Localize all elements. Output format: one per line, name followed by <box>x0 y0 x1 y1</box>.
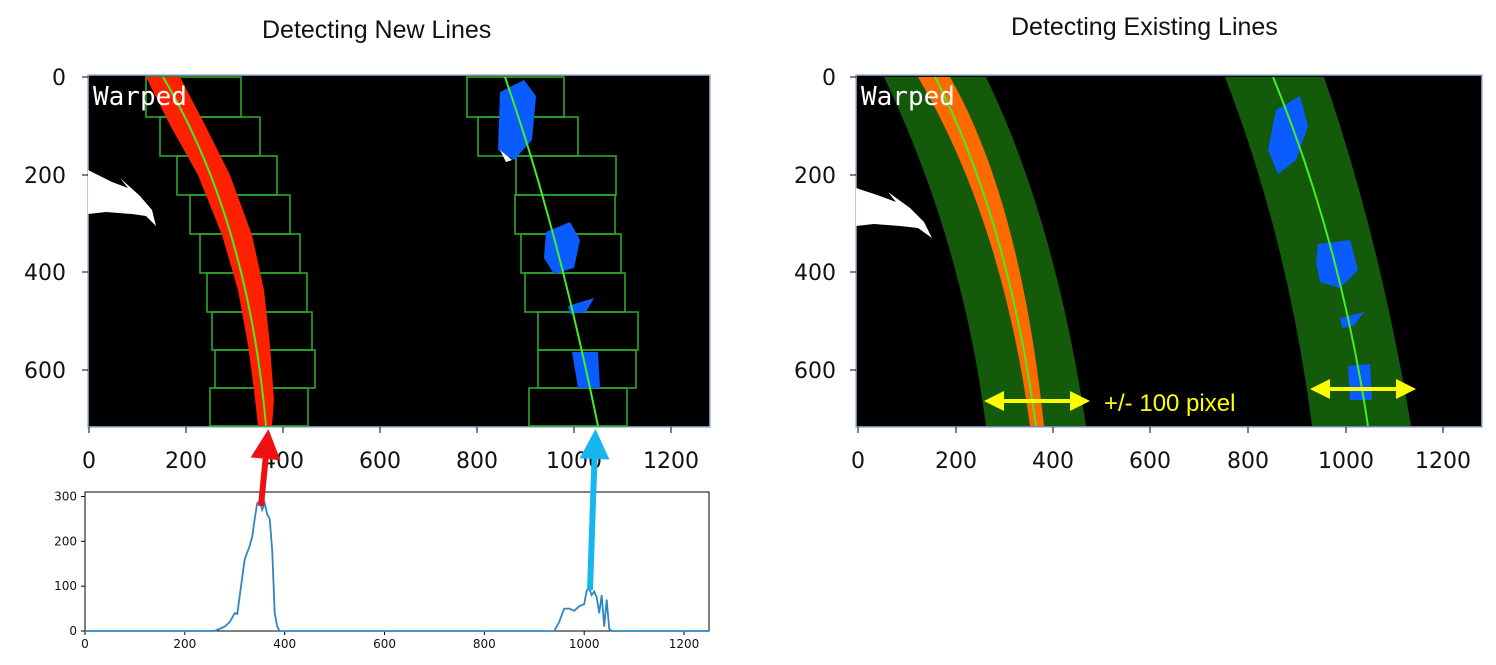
left-fit-line <box>162 76 267 427</box>
x-tick-label: 200 <box>935 449 977 474</box>
title-detecting-existing-lines: Detecting Existing Lines <box>1011 13 1278 41</box>
x-tick-label: 0 <box>851 449 865 474</box>
histogram-y-axis: 0 100 200 300 <box>54 489 85 638</box>
left-image-y-axis: 0 200 400 600 <box>24 66 88 384</box>
title-detecting-new-lines: Detecting New Lines <box>262 16 492 44</box>
right-image-y-axis: 0 200 400 600 <box>794 66 856 384</box>
histogram-y-tick-label: 100 <box>54 579 77 593</box>
left-peak-arrow <box>250 429 281 507</box>
y-tick-label: 0 <box>822 66 836 91</box>
y-tick-label: 200 <box>794 164 836 189</box>
histogram-x-tick-label: 600 <box>373 637 396 651</box>
histogram-x-tick-label: 800 <box>473 637 496 651</box>
histogram-y-tick-label: 0 <box>69 624 77 638</box>
right-image-x-axis: 0 200 400 600 800 1000 1200 <box>851 427 1471 474</box>
left-search-band <box>884 77 1086 426</box>
left-image-panel: Warped <box>87 74 711 428</box>
histogram-y-tick-label: 200 <box>54 534 77 548</box>
x-tick-label: 1000 <box>1318 449 1374 474</box>
right-hand-blob <box>856 188 932 238</box>
histogram-frame <box>84 491 710 632</box>
right-peak-arrow <box>579 429 610 591</box>
histogram-x-axis: 0 200 400 600 800 1000 1200 <box>81 631 699 651</box>
histogram-chart: 0 100 200 300 0 200 400 600 800 1000 1200 <box>54 489 710 651</box>
right-image-panel: Warped +/- 100 pixel <box>855 74 1483 428</box>
right-lane-pixels-existing <box>1316 240 1358 288</box>
x-tick-label: 0 <box>82 449 96 474</box>
left-lane-pixels <box>146 77 274 426</box>
histogram-x-tick-label: 1200 <box>669 637 700 651</box>
histogram-x-tick-label: 0 <box>81 637 89 651</box>
histogram-y-tick-label: 300 <box>54 489 77 503</box>
y-tick-label: 0 <box>52 66 66 91</box>
right-lane-pixels-existing <box>1268 96 1308 174</box>
x-tick-label: 600 <box>1129 449 1171 474</box>
histogram-x-tick-label: 400 <box>273 637 296 651</box>
histogram-series-line <box>85 499 709 632</box>
x-tick-label: 600 <box>359 449 401 474</box>
margin-annotation: +/- 100 pixel <box>1104 390 1235 417</box>
left-image-x-axis: 0 200 400 600 800 1000 1200 <box>82 427 699 474</box>
right-fit-line-existing <box>1272 76 1369 427</box>
right-fit-line <box>504 76 599 427</box>
histogram-x-tick-label: 1000 <box>569 637 600 651</box>
y-tick-label: 600 <box>24 359 66 384</box>
left-fit-line-existing <box>934 76 1037 427</box>
left-hand-blob <box>88 170 156 226</box>
right-lane-pixels-existing <box>1340 312 1364 328</box>
x-tick-label: 400 <box>1032 449 1074 474</box>
x-tick-label: 200 <box>165 449 207 474</box>
warped-label: Warped <box>861 82 955 112</box>
y-tick-label: 200 <box>24 164 66 189</box>
y-tick-label: 600 <box>794 359 836 384</box>
x-tick-label: 1200 <box>643 449 699 474</box>
warped-label: Warped <box>93 82 187 112</box>
right-lane-noise <box>500 150 512 162</box>
y-tick-label: 400 <box>794 261 836 286</box>
x-tick-label: 800 <box>456 449 498 474</box>
right-lane-pixels <box>568 298 594 314</box>
x-tick-label: 1200 <box>1415 449 1471 474</box>
histogram-x-tick-label: 200 <box>173 637 196 651</box>
x-tick-label: 800 <box>1227 449 1269 474</box>
y-tick-label: 400 <box>24 261 66 286</box>
